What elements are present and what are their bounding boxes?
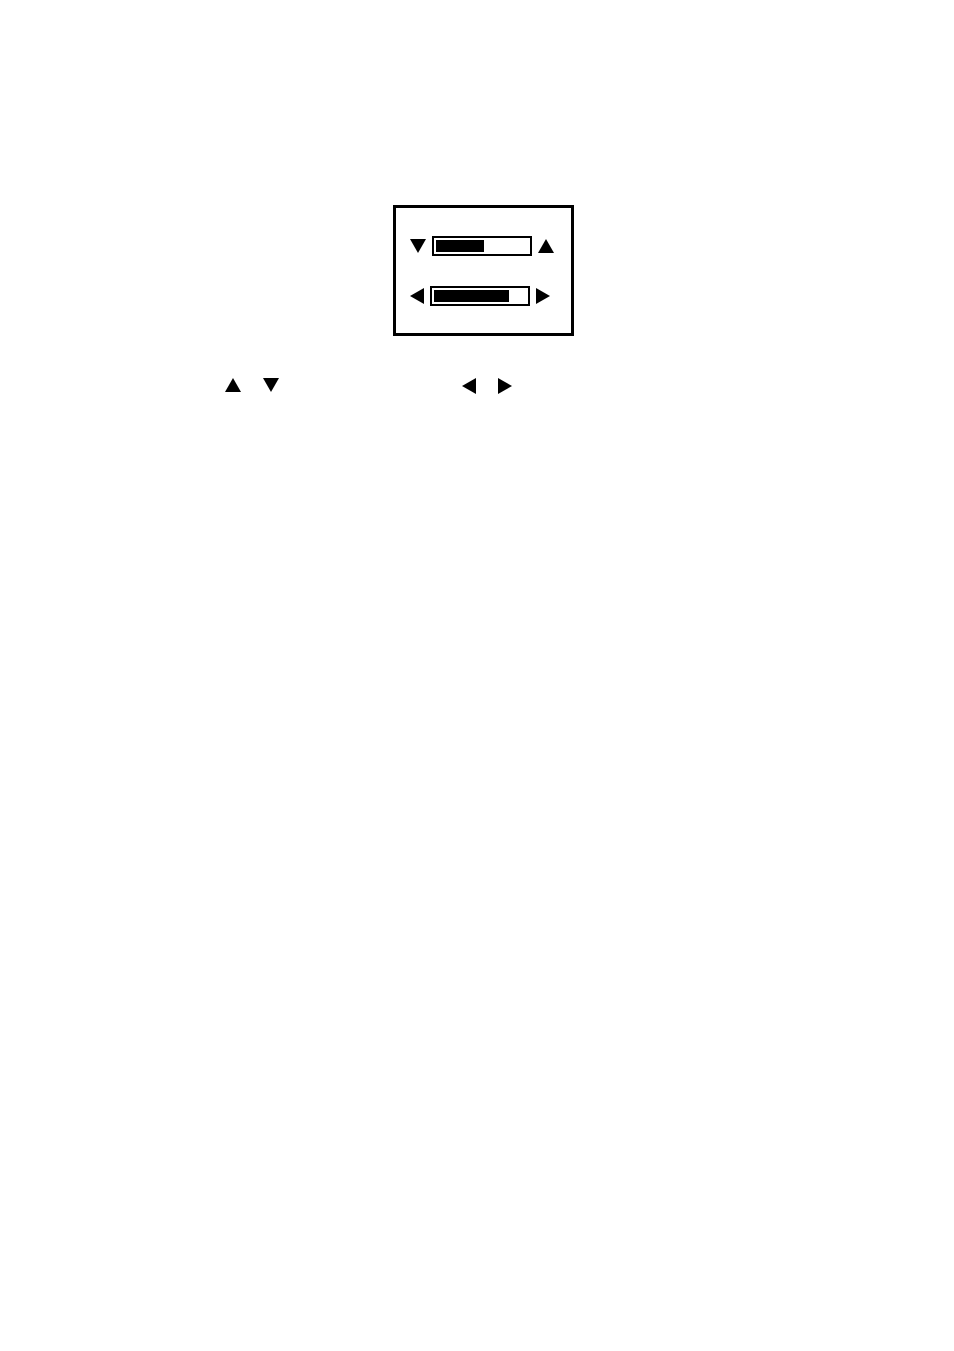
- progress-bar-2-fill: [434, 290, 509, 302]
- triangle-down-icon[interactable]: [410, 239, 426, 253]
- triangle-up-icon[interactable]: [538, 239, 554, 253]
- progress-bar-2: [430, 286, 530, 306]
- triangle-right-icon[interactable]: [498, 378, 512, 394]
- triangle-left-icon[interactable]: [462, 378, 476, 394]
- progress-bar-1: [432, 236, 532, 256]
- triangle-left-icon[interactable]: [410, 288, 424, 304]
- setting-row-2: [410, 286, 550, 306]
- triangle-up-icon[interactable]: [225, 378, 241, 392]
- triangle-down-icon[interactable]: [263, 378, 279, 392]
- progress-bar-1-fill: [436, 240, 484, 252]
- settings-panel: [393, 205, 574, 336]
- triangle-right-icon[interactable]: [536, 288, 550, 304]
- setting-row-1: [410, 236, 554, 256]
